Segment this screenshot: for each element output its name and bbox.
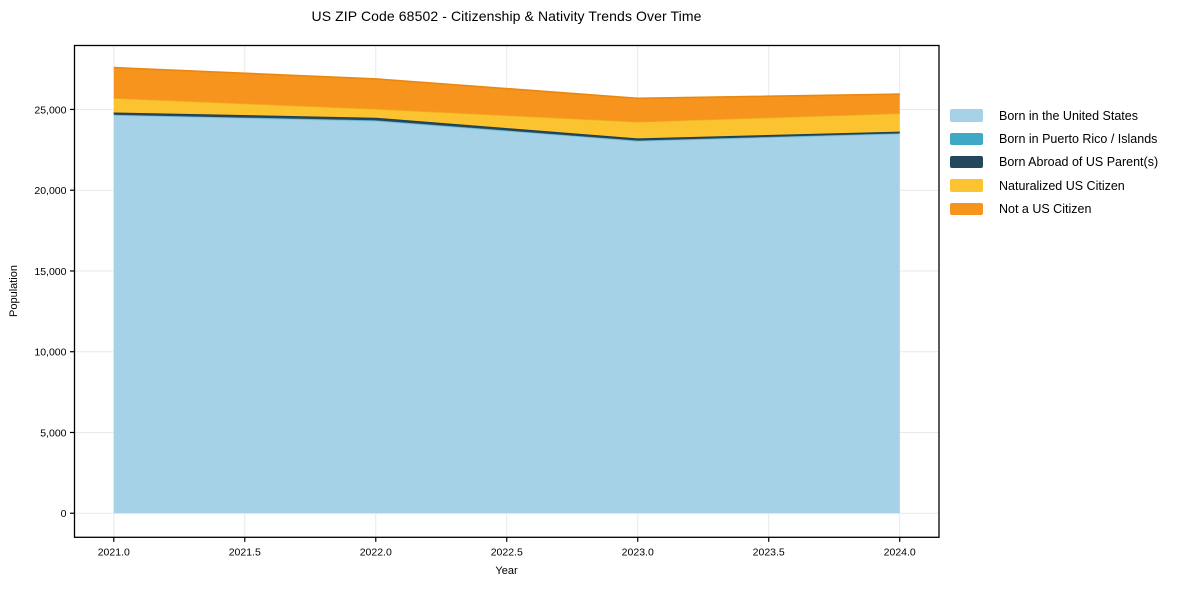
legend-label: Not a US Citizen — [999, 201, 1092, 216]
legend-swatch-icon — [950, 202, 983, 216]
area-born-abroad-of-us-parent-s- — [113, 112, 900, 141]
legend-swatch-icon — [950, 155, 983, 169]
area-naturalized-us-citizen — [113, 98, 900, 139]
legend-item: Not a US Citizen — [950, 197, 1158, 220]
legend-label: Born in Puerto Rico / Islands — [999, 131, 1158, 146]
area-born-in-the-united-states — [113, 115, 900, 514]
y-tick-label: 15,000 — [34, 266, 66, 278]
x-tick-label: 2023.5 — [753, 546, 785, 558]
x-tick-label: 2024.0 — [884, 546, 916, 558]
y-tick-label: 10,000 — [34, 347, 66, 359]
x-tick-label: 2023.0 — [622, 546, 654, 558]
chart-title: US ZIP Code 68502 - Citizenship & Nativi… — [311, 8, 702, 24]
x-tick-label: 2022.0 — [360, 546, 392, 558]
legend-item: Born Abroad of US Parent(s) — [950, 151, 1158, 174]
legend-label: Naturalized US Citizen — [999, 178, 1125, 193]
legend-swatch-icon — [950, 109, 983, 122]
y-tick-label: 20,000 — [34, 185, 66, 197]
legend-item: Naturalized US Citizen — [950, 174, 1158, 197]
area-not-a-us-citizen — [113, 67, 900, 122]
y-tick-label: 0 — [61, 508, 67, 520]
x-tick-label: 2021.5 — [229, 546, 261, 558]
legend-swatch-icon — [950, 179, 983, 192]
x-tick-label: 2021.0 — [98, 546, 130, 558]
axis-ticks: 2021.0 2021.5 2022.0 2022.5 2023.0 2023.5 2024… — [34, 104, 916, 558]
x-tick-label: 2022.5 — [491, 546, 523, 558]
y-tick-label: 25,000 — [34, 104, 66, 116]
legend-label: Born in the United States — [999, 108, 1138, 123]
stacked-areas — [113, 66, 900, 514]
legend: Born in the United States Born in Puerto … — [950, 104, 1158, 220]
y-tick-label: 5,000 — [40, 427, 66, 439]
legend-item: Born in the United States — [950, 104, 1158, 127]
legend-label: Born Abroad of US Parent(s) — [999, 155, 1159, 170]
y-axis-label: Population — [8, 265, 20, 317]
x-axis-label: Year — [495, 565, 518, 577]
legend-item: Born in Puerto Rico / Islands — [950, 127, 1158, 150]
legend-swatch-icon — [950, 132, 983, 146]
area-edge — [113, 66, 900, 100]
